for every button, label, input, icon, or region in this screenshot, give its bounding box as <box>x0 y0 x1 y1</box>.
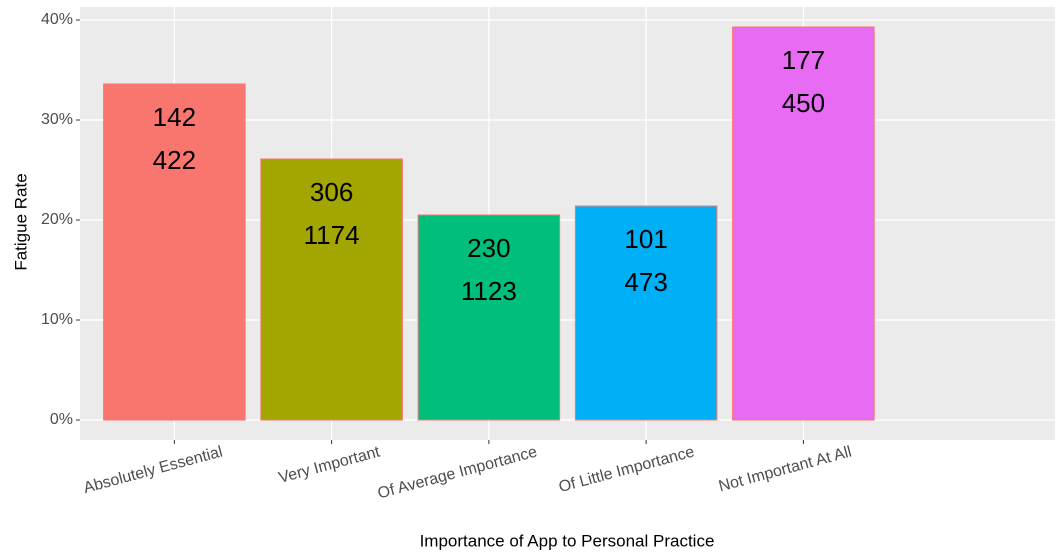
x-tick-label: Of Average Importance <box>376 443 539 502</box>
bar <box>103 83 246 421</box>
y-tick-label: 0% <box>50 411 73 428</box>
bar <box>417 214 561 421</box>
y-tick-label: 40% <box>41 11 73 28</box>
bar <box>732 26 875 421</box>
bar-label-fatigued: 177 <box>782 45 825 75</box>
x-tick-label: Absolutely Essential <box>82 444 225 497</box>
bar <box>260 158 403 421</box>
y-axis-title: Fatigue Rate <box>11 173 30 270</box>
y-tick-label: 30% <box>41 111 73 128</box>
bar-label-total: 450 <box>782 88 825 118</box>
bar-label-total: 1123 <box>461 276 517 306</box>
bar-label-fatigued: 306 <box>310 177 353 207</box>
x-axis-title: Importance of App to Personal Practice <box>420 531 715 550</box>
bar-label-fatigued: 101 <box>624 224 667 254</box>
bar <box>574 205 718 421</box>
bar-label-fatigued: 230 <box>467 233 510 263</box>
y-tick-label: 20% <box>41 211 73 228</box>
bar-label-total: 473 <box>624 267 667 297</box>
x-tick-label: Not Important At All <box>717 444 854 496</box>
x-tick-label: Very Important <box>277 443 382 487</box>
bar-label-fatigued: 142 <box>153 102 196 132</box>
y-tick-label: 10% <box>41 311 73 328</box>
bar-label-total: 422 <box>153 145 196 175</box>
bar-label-total: 1174 <box>304 220 360 250</box>
x-tick-label: Of Little Importance <box>557 443 696 496</box>
